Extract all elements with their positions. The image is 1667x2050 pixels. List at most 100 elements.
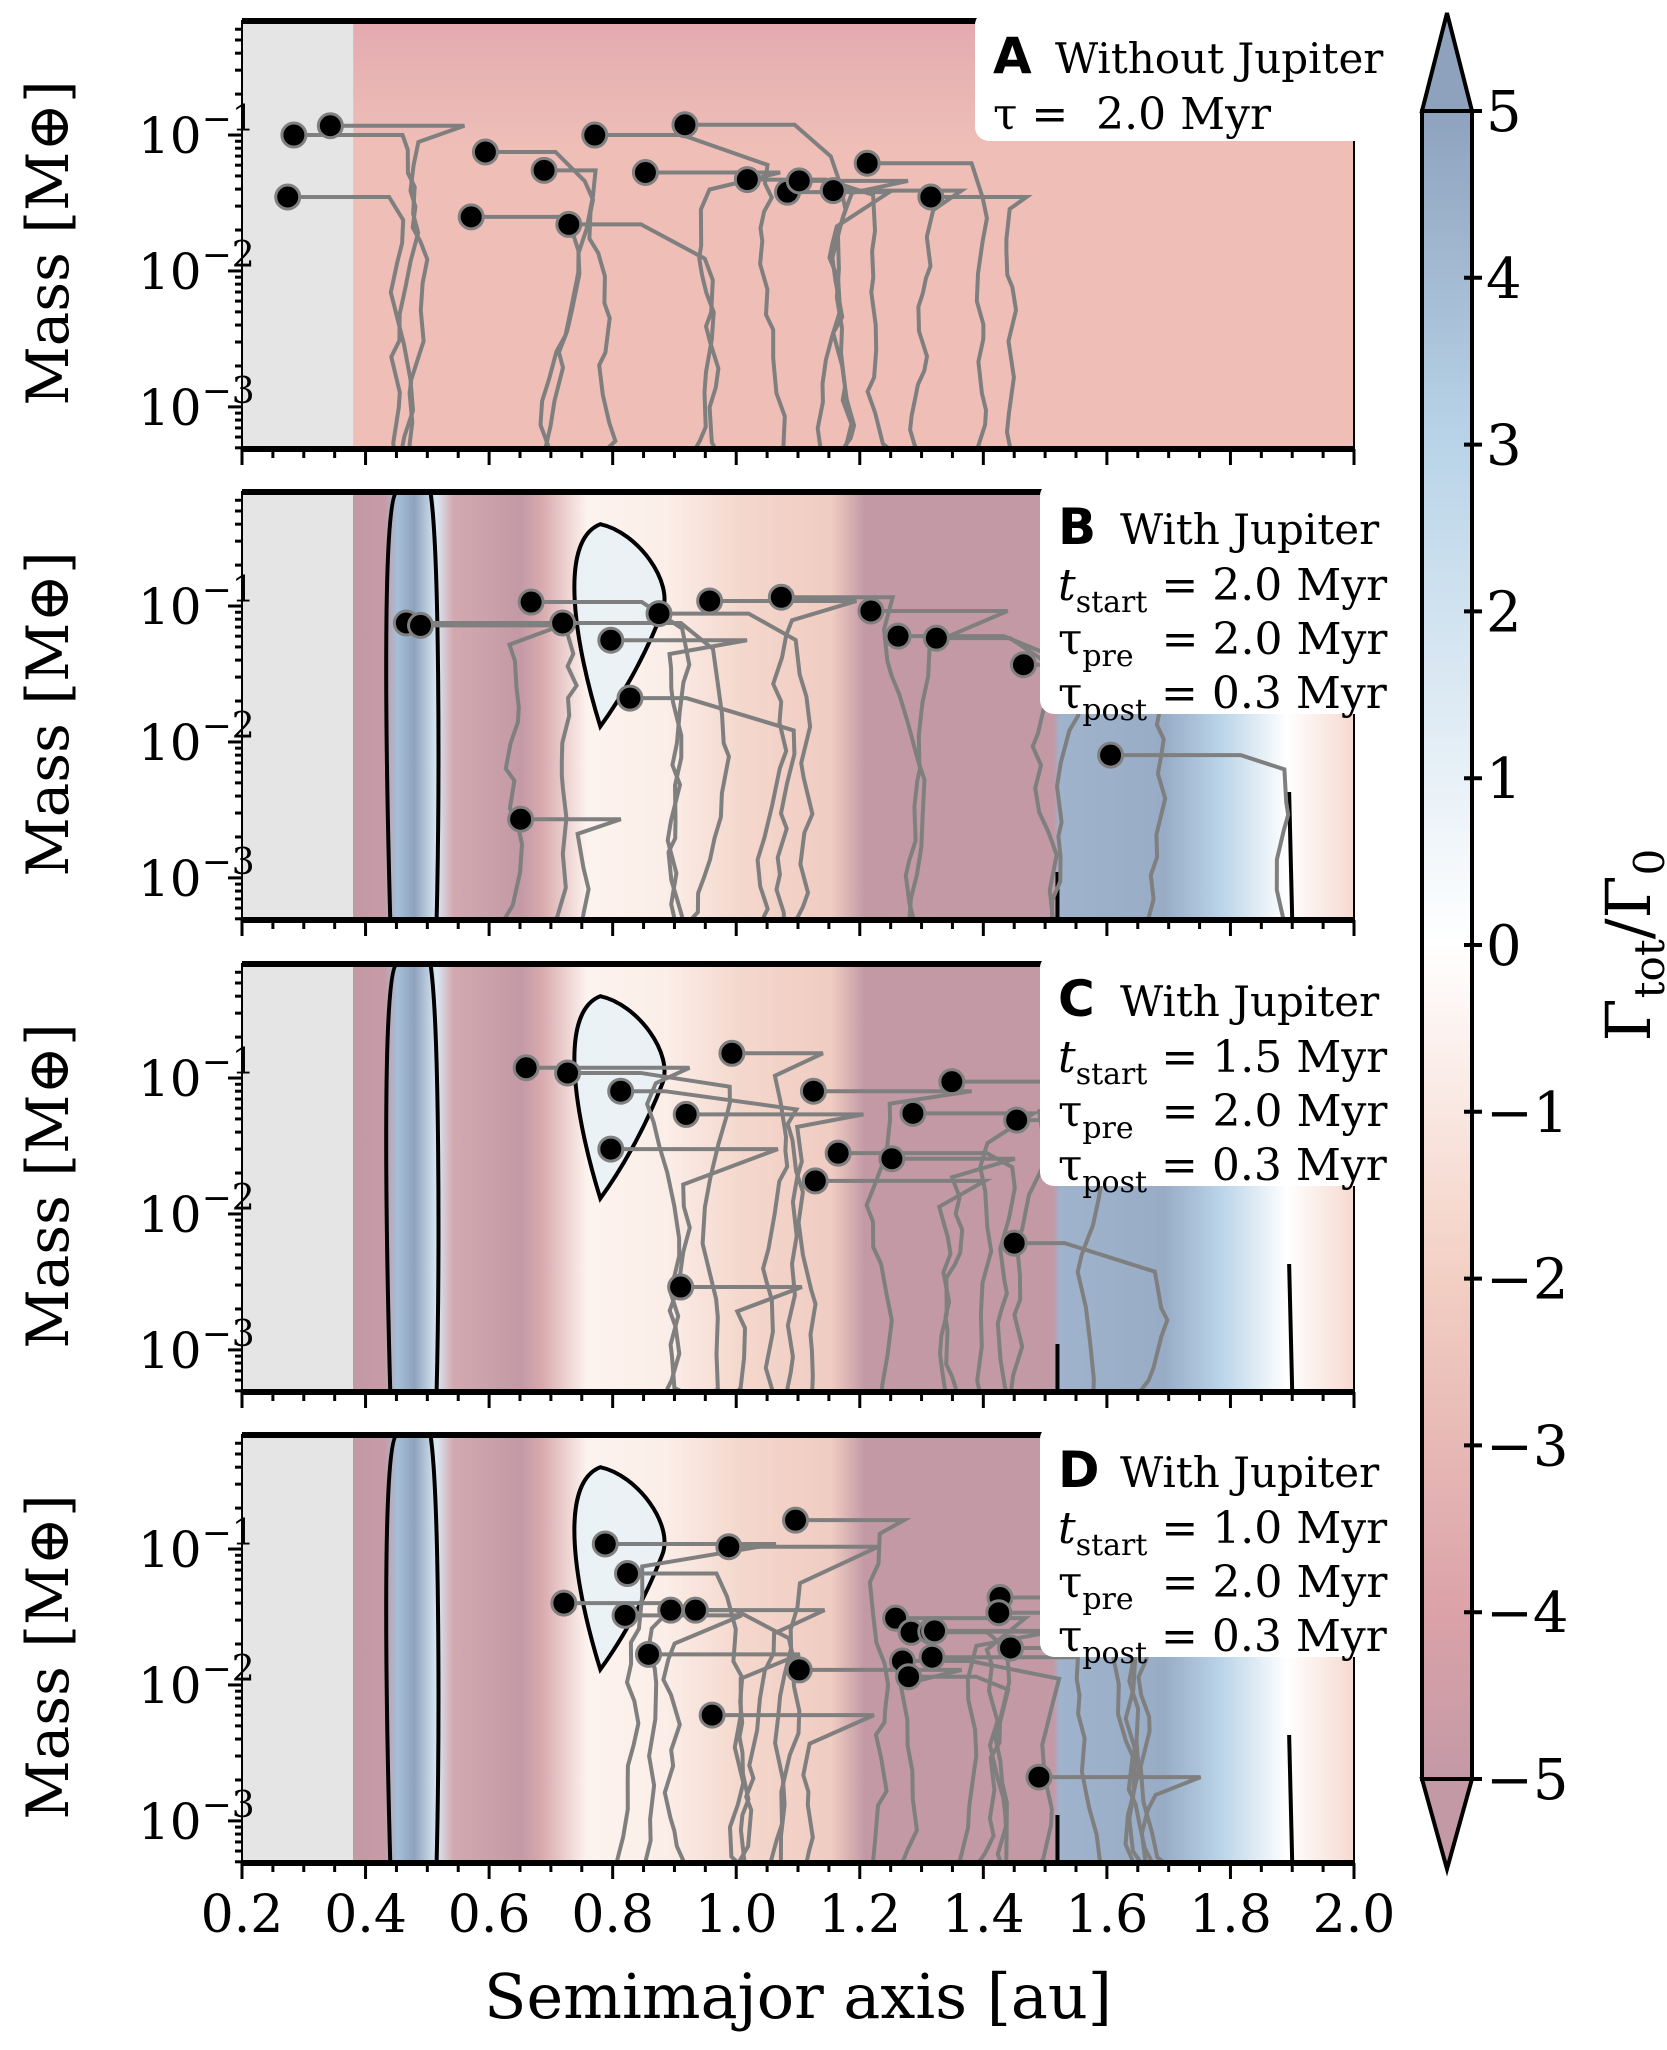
param-symbol: τ — [993, 89, 1017, 140]
param-subscript: start — [1076, 1057, 1148, 1092]
planet-point — [517, 588, 545, 616]
colorbar-tick-label: 2 — [1486, 580, 1522, 645]
planet-point — [667, 1273, 695, 1301]
y-tick-base: 10 — [138, 850, 202, 908]
planet-point — [634, 1640, 662, 1668]
planet-point — [507, 805, 535, 833]
planet-trajectory — [670, 1608, 802, 1864]
colorbar-label-sub: tot — [1625, 939, 1667, 998]
param-value: = 2.0 Myr — [1147, 560, 1388, 611]
param-value: = 1.5 Myr — [1147, 1032, 1388, 1083]
planet-trajectory — [1110, 753, 1291, 921]
planet-point — [672, 1100, 700, 1128]
planet-point — [985, 1599, 1013, 1627]
planet-point — [550, 1589, 578, 1617]
y-tick-label: 10−2 — [138, 235, 255, 301]
planet-point — [581, 121, 609, 149]
planet-point — [616, 684, 644, 712]
planet-point — [1003, 1106, 1031, 1134]
planet-point — [997, 1634, 1025, 1662]
planet-trajectory — [930, 195, 1033, 450]
param-value: = 2.0 Myr — [1017, 89, 1272, 140]
legend-param: tstart = 1.5 Myr — [1058, 1032, 1388, 1092]
param-symbol: τ — [1058, 614, 1082, 665]
planet-point — [1000, 1229, 1028, 1257]
y-tick-label: 10−1 — [138, 1042, 255, 1108]
legend-param: τpost = 0.3 Myr — [1058, 668, 1388, 728]
param-subscript: start — [1076, 585, 1148, 620]
planet-trajectory — [709, 598, 858, 921]
planet-trajectory — [287, 195, 416, 450]
y-axis-label: Mass [M⊕] — [14, 551, 82, 876]
y-tick-exponent: −3 — [202, 1785, 255, 1826]
colorbar-tick-label: −1 — [1486, 1081, 1569, 1146]
y-tick-exponent: −2 — [202, 1649, 255, 1690]
param-symbol: t — [1058, 560, 1076, 611]
x-tick-label: 0.6 — [448, 1885, 531, 1945]
legend-param: tstart = 2.0 Myr — [1058, 560, 1388, 620]
planet-trajectory — [799, 178, 909, 451]
param-subscript: post — [1082, 693, 1147, 728]
planet-point — [899, 1099, 927, 1127]
legend-box — [1040, 954, 1374, 1186]
y-tick-base: 10 — [138, 1186, 202, 1244]
colorbar-label: Γtot/Γ0 — [1592, 849, 1667, 1042]
planet-trajectory — [1014, 1241, 1170, 1394]
param-value: = 2.0 Myr — [1134, 1557, 1389, 1608]
colorbar-tick-label: 0 — [1486, 914, 1522, 979]
legend-param: τpost = 0.3 Myr — [1058, 1611, 1388, 1671]
planet-trajectory — [471, 214, 582, 450]
planet-trajectory — [1038, 1775, 1202, 1864]
param-value: = 0.3 Myr — [1147, 1140, 1388, 1191]
y-tick-base: 10 — [138, 1521, 202, 1579]
planet-trajectory — [795, 1518, 912, 1864]
panel-title: With Jupiter — [1120, 1448, 1380, 1497]
param-value: = 0.3 Myr — [1147, 668, 1388, 719]
legend-param: τpre = 2.0 Myr — [1058, 614, 1388, 674]
colorbar-extend-bottom — [1419, 1777, 1475, 1877]
param-symbol: τ — [1058, 668, 1082, 719]
x-tick-label: 0.2 — [201, 1885, 284, 1945]
planet-point — [1097, 741, 1125, 769]
y-tick-label: 10−2 — [138, 1178, 255, 1244]
param-subscript: start — [1076, 1528, 1148, 1563]
planet-trajectory — [625, 1613, 743, 1864]
planet-point — [918, 1643, 946, 1671]
planet-trajectory — [420, 623, 579, 922]
y-tick-base: 10 — [138, 1793, 202, 1851]
planet-point — [733, 166, 761, 194]
planet-trajectory — [932, 1655, 1103, 1864]
y-tick-label: 10−3 — [138, 1785, 255, 1851]
colorbar-tick-label: −3 — [1486, 1414, 1569, 1479]
legend-param: τpre = 2.0 Myr — [1058, 1557, 1388, 1617]
inner-disk-region — [242, 21, 354, 449]
planet-point — [878, 1145, 906, 1173]
planet-point — [884, 622, 912, 650]
param-symbol: τ — [1058, 1557, 1082, 1608]
planet-trajectory — [520, 817, 622, 921]
y-tick-label: 10−2 — [138, 1649, 255, 1715]
y-tick-exponent: −1 — [202, 1513, 255, 1554]
y-tick-label: 10−3 — [138, 1314, 255, 1380]
planet-trajectory — [485, 150, 618, 451]
y-axis-label: Mass [M⊕] — [14, 1494, 82, 1819]
y-tick-label: 10−1 — [138, 99, 255, 165]
param-symbol: t — [1058, 1503, 1076, 1554]
planet-trajectory — [610, 638, 748, 921]
colorbar-tick-label: 1 — [1486, 747, 1522, 812]
planet-point — [457, 203, 485, 231]
y-tick-label: 10−1 — [138, 570, 255, 636]
planet-point — [895, 1663, 923, 1691]
planet-point — [819, 177, 847, 205]
colorbar-tick-label: 4 — [1486, 247, 1522, 312]
param-value: = 2.0 Myr — [1134, 614, 1389, 665]
planet-point — [316, 112, 344, 140]
y-tick-base: 10 — [138, 578, 202, 636]
planet-trajectory — [695, 1608, 826, 1864]
x-tick-label: 1.6 — [1066, 1885, 1149, 1945]
planet-point — [922, 624, 950, 652]
param-value: = 0.3 Myr — [1147, 1611, 1388, 1662]
